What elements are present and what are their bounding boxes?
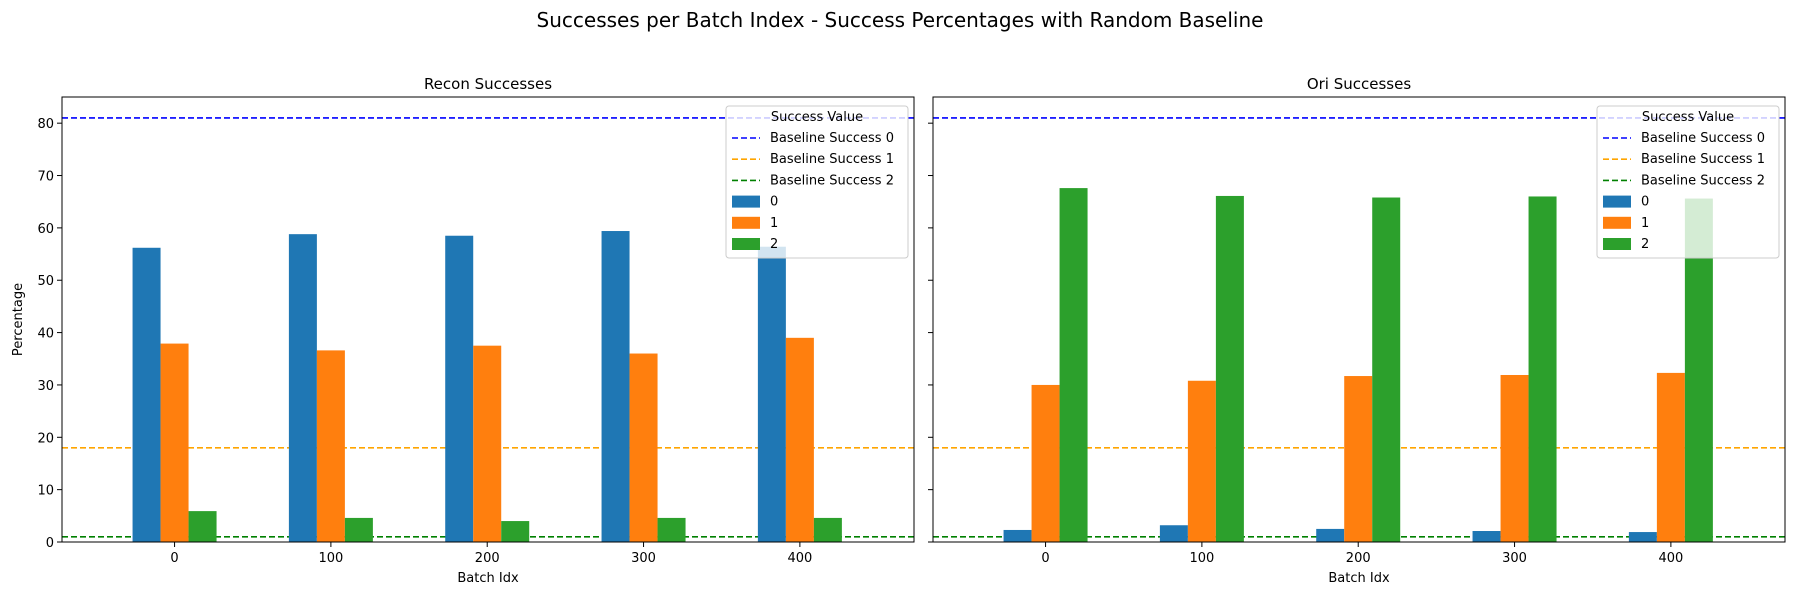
x-tick-label: 200: [475, 551, 500, 566]
bar-series-0-100: [288, 234, 317, 542]
legend-series-swatch-0: [1603, 195, 1631, 208]
x-axis-label: Batch Idx: [1328, 571, 1390, 586]
x-tick-label: 0: [1041, 551, 1049, 566]
bar-series-0-300: [1472, 531, 1501, 542]
x-tick-label: 100: [318, 551, 343, 566]
x-tick-label: 0: [170, 551, 178, 566]
legend: Success Value Baseline Success 0 Baseline …: [1596, 105, 1780, 259]
bar-series-1-300: [629, 353, 658, 542]
bar-series-2-300: [1528, 196, 1557, 542]
bar-series-2-0: [188, 511, 217, 542]
chart-panel-1: Ori Successes 0 100 200 300 400 Batch Idx Succe…: [928, 75, 1786, 586]
legend-series-swatch-2: [1603, 238, 1631, 250]
y-tick-label: 60: [37, 222, 54, 237]
x-tick-label: 100: [1189, 551, 1214, 566]
bar-series-0-300: [601, 231, 630, 542]
bar-series-1-300: [1500, 374, 1529, 542]
subplot-title: Ori Successes: [1307, 75, 1412, 93]
x-tick-label: 200: [1346, 551, 1371, 566]
legend-label: 2: [770, 237, 778, 252]
axes-frame: [61, 96, 915, 543]
x-tick-label: 300: [631, 551, 656, 566]
bar-series-1-0: [1031, 384, 1060, 542]
y-tick-label: 10: [37, 484, 54, 499]
bar-series-2-200: [501, 521, 530, 542]
y-tick-label: 70: [37, 170, 54, 185]
bar-series-1-200: [473, 345, 502, 542]
bar-series-0-100: [1159, 525, 1188, 542]
bar-series-2-100: [1215, 195, 1244, 542]
y-tick-label: 80: [37, 117, 54, 132]
bar-series-0-200: [445, 235, 474, 542]
y-tick-label: 0: [46, 536, 54, 551]
x-tick-label: 400: [787, 551, 812, 566]
legend-label: Baseline Success 0: [1641, 131, 1765, 146]
bar-series-2-300: [657, 517, 686, 542]
legend-label: 1: [770, 216, 778, 231]
legend-label: Baseline Success 1: [770, 152, 894, 167]
x-tick-label: 400: [1658, 551, 1683, 566]
legend-label: Baseline Success 2: [1641, 173, 1765, 188]
y-axis-label: Percentage: [11, 283, 26, 356]
legend-series-swatch-1: [732, 216, 760, 229]
bar-series-0-200: [1316, 528, 1345, 542]
figure-title: Successes per Batch Index - Success Perc…: [536, 8, 1264, 32]
legend-box: [725, 105, 909, 259]
legend-title: Success Value: [1642, 110, 1734, 125]
legend-box: [1596, 105, 1780, 259]
bar-series-1-100: [1187, 380, 1216, 542]
y-tick-label: 30: [37, 379, 54, 394]
bar-series-1-400: [785, 337, 814, 542]
x-tick-label: 300: [1502, 551, 1527, 566]
bar-series-1-100: [316, 350, 345, 542]
legend-label: Baseline Success 2: [770, 173, 894, 188]
bar-series-0-400: [1628, 532, 1657, 542]
bar-series-2-100: [344, 517, 373, 542]
y-tick-label: 20: [37, 431, 54, 446]
bar-series-1-400: [1656, 372, 1685, 542]
y-tick-label: 40: [37, 327, 54, 342]
bar-series-2-400: [813, 517, 842, 542]
bar-series-1-200: [1344, 376, 1373, 542]
legend-series-swatch-2: [732, 238, 760, 250]
x-axis-label: Batch Idx: [457, 571, 519, 586]
legend-label: 0: [1641, 195, 1649, 210]
legend-title: Success Value: [771, 110, 863, 125]
subplot-title: Recon Successes: [424, 75, 552, 93]
legend-series-swatch-0: [732, 195, 760, 208]
axes-frame: [932, 96, 1786, 543]
legend-label: Baseline Success 1: [1641, 152, 1765, 167]
legend-series-swatch-1: [1603, 216, 1631, 229]
legend-label: 2: [1641, 237, 1649, 252]
legend: Success Value Baseline Success 0 Baseline …: [725, 105, 909, 259]
bar-series-0-0: [1003, 529, 1032, 542]
bar-series-1-0: [160, 343, 189, 542]
y-tick-label: 50: [37, 274, 54, 289]
bar-series-2-0: [1059, 188, 1088, 542]
legend-label: 1: [1641, 216, 1649, 231]
bar-series-2-200: [1372, 197, 1401, 543]
bar-series-0-0: [132, 247, 161, 542]
legend-label: 0: [770, 195, 778, 210]
bar-series-0-400: [757, 246, 786, 542]
legend-label: Baseline Success 0: [770, 131, 894, 146]
